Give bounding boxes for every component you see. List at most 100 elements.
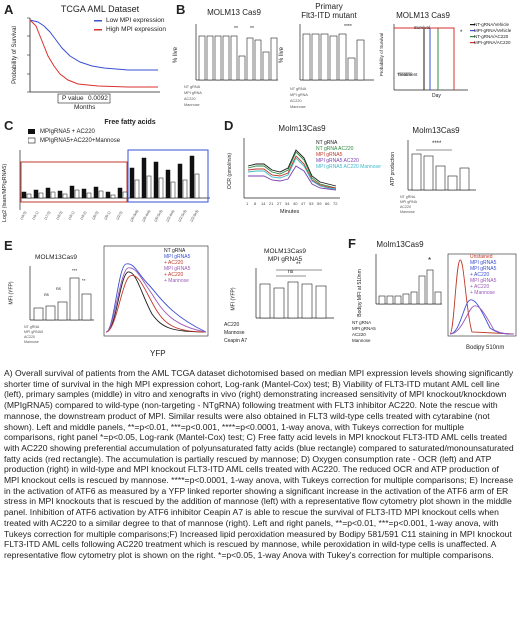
panel-b-survival-plot: * [393, 24, 475, 91]
e-legend-3: + AC220 [164, 260, 184, 266]
low-mpi-curve [29, 19, 158, 71]
f-legend-1: Unstained [470, 254, 493, 260]
fatty-acid-bar [182, 179, 188, 199]
svg-text:66: 66 [325, 201, 330, 206]
e-legend-2: MPI gRNA5 [164, 254, 191, 260]
fatty-acid-bar [158, 177, 164, 199]
f-legend-6: + AC220 [470, 284, 490, 290]
svg-text:(18:0): (18:0) [55, 211, 63, 221]
panel-c-legend-1: MPIgRNA5 + AC220 [40, 129, 95, 135]
svg-text:NT gRNA: NT gRNA [290, 87, 307, 91]
svg-text:8: 8 [254, 201, 257, 206]
panel-e-left-title: MOLM13Cas9 [35, 254, 77, 261]
fatty-acid-bar [57, 190, 63, 199]
survival-legend-3: NT-gRNA/AC220 [474, 34, 509, 39]
svg-text:(22:4n6): (22:4n6) [165, 209, 175, 222]
panel-label-b: B [176, 2, 186, 17]
svg-text:AC220: AC220 [184, 97, 196, 101]
figure-caption: A) Overall survival of patients from the… [4, 368, 514, 560]
fatty-acid-bar [62, 193, 68, 199]
panel-a-ylabel: Probability of Survival [11, 26, 18, 84]
panel-e-left-ylabel: MFI (YFP) [8, 281, 15, 305]
survival-legend-2: MPI-gRNA/Vehicle [474, 28, 512, 33]
fatty-acid-bar [86, 192, 92, 199]
svg-text:(20:3n6): (20:3n6) [129, 209, 139, 222]
svg-text:1: 1 [246, 201, 249, 206]
fatty-acid-bar [134, 179, 140, 199]
panel-d-ocr-plot: 1 8 14 21 27 34 40 47 53 59 66 72 [243, 138, 340, 206]
svg-text:Mannose: Mannose [184, 103, 200, 107]
panel-f-flow-legend: Unstained MPI gRNA5 MPI gRNA5 + AC220 MP… [470, 254, 496, 296]
fatty-acid-bar [81, 188, 87, 199]
panel-a-legend-low: Low MPI expression [106, 17, 165, 24]
fatty-acid-bar [33, 189, 39, 199]
panel-e-stars2: ** [296, 262, 301, 268]
panel-label-e: E [4, 238, 13, 253]
svg-text:**: ** [250, 26, 254, 32]
panel-d-xlabel: Minutes [280, 209, 300, 215]
panel-a-survival-plot [27, 17, 160, 104]
svg-text:53: 53 [309, 201, 314, 206]
panel-e-right-title-1: MOLM13Cas9 [264, 248, 306, 255]
panel-d-ylabel: OCR (pmol/min) [227, 152, 234, 190]
svg-text:AC220: AC220 [290, 99, 302, 103]
panel-label-c: C [4, 118, 14, 133]
e-legend-4: MPI gRNA5 [164, 266, 191, 272]
svg-text:***: *** [72, 268, 78, 273]
panel-e-row-mannose: Mannose [224, 330, 245, 336]
svg-text:(20:5n3): (20:5n3) [153, 209, 163, 222]
survival-title-small: Survival [414, 25, 431, 30]
panel-e-flow-plot [103, 245, 209, 337]
svg-text:(18:2): (18:2) [79, 211, 87, 221]
svg-text:Mannose: Mannose [290, 105, 306, 109]
svg-text:****: **** [344, 24, 352, 30]
panel-a-pvalue-label: P value [62, 95, 84, 102]
f-legend-2: MPI gRNA5 [470, 260, 497, 266]
fatty-acid-bar [146, 175, 152, 199]
svg-text:(22:5n3): (22:5n3) [177, 209, 187, 222]
svg-text:59: 59 [317, 201, 322, 206]
panel-d-atp-title: Molm13Cas9 [412, 126, 460, 135]
fatty-acid-bar [98, 190, 104, 199]
panel-f-ylabel: Bodipy MFI at 510nm [356, 269, 363, 317]
panel-b-right-title: MOLM13 Cas9 [396, 11, 450, 20]
panel-e-ns: ns [288, 269, 294, 275]
panel-e-right-ylabel: MFI (YFP) [230, 287, 237, 311]
svg-text:(16:1): (16:1) [31, 211, 39, 221]
panel-c-title: Free fatty acids [104, 119, 156, 126]
svg-text:34: 34 [285, 201, 290, 206]
f-legend-5: MPI gRNA5 [470, 278, 497, 284]
e-legend-5: + AC220 [164, 272, 184, 278]
panel-e-row-ceapin: Ceapin A7 [224, 338, 248, 344]
fatty-acid-bar [122, 191, 128, 199]
panel-f-row-nt: NT gRNA [352, 320, 372, 325]
panel-f-bars [375, 254, 442, 305]
fatty-acid-bar [129, 167, 135, 199]
panel-a-pvalue: 0.0092 [88, 95, 108, 102]
panel-label-f: F [348, 236, 356, 251]
d-legend-3: MPI gRNA5 [316, 152, 343, 158]
svg-text:27: 27 [277, 201, 282, 206]
panel-b-left-title: MOLM13 Cas9 [207, 8, 261, 17]
panel-b-mid-title-1: Primary [315, 2, 343, 11]
fatty-acid-bar [194, 173, 200, 199]
svg-text:47: 47 [301, 201, 306, 206]
svg-text:NT gRNA: NT gRNA [400, 195, 416, 199]
panel-f-star: * [428, 256, 432, 265]
svg-text:**: ** [82, 278, 86, 283]
fatty-acid-bar [141, 157, 147, 199]
panel-d-legend: NT gRNA NT gRNA AC220 MPI gRNA5 MPI gRNA… [316, 140, 381, 170]
svg-text:AC220: AC220 [24, 335, 35, 339]
high-mpi-curve [29, 19, 158, 88]
panel-c-fatty-acid-bars: (16:0) (16:1) (17:0) (18:0) (18:1) (18:2… [19, 149, 210, 223]
fatty-acid-bar [165, 169, 171, 199]
panel-f-row-mpi: MPI gRNA5 [352, 326, 376, 331]
svg-text:ns: ns [56, 286, 62, 291]
svg-text:**: ** [234, 26, 238, 32]
panel-e-flow-xlabel: YFP [150, 349, 166, 358]
panel-c-ylabel: Log2 (Isam/MPIgRNA5) [2, 163, 9, 223]
svg-text:21: 21 [269, 201, 274, 206]
svg-text:(20:1): (20:1) [103, 211, 111, 221]
panel-b-left-ylabel: % live [173, 46, 180, 64]
fatty-acid-bar [45, 187, 51, 199]
